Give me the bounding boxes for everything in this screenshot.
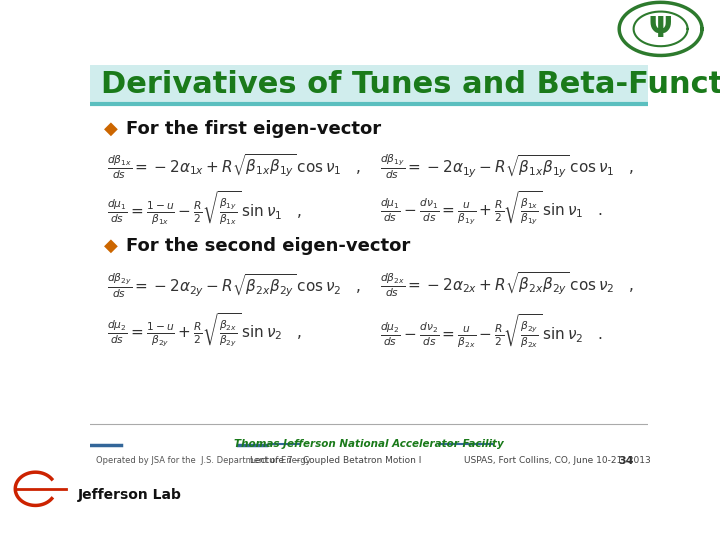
Text: $\frac{d\beta_{2x}}{ds} = -2\alpha_{2x} + R\sqrt{\beta_{2x}\beta_{2y}}\,\cos\nu_: $\frac{d\beta_{2x}}{ds} = -2\alpha_{2x} … (380, 271, 634, 299)
Text: $\frac{d\beta_{1x}}{ds} = -2\alpha_{1x} + R\sqrt{\beta_{1x}\beta_{1y}}\,\cos\nu_: $\frac{d\beta_{1x}}{ds} = -2\alpha_{1x} … (107, 152, 361, 181)
Text: Jefferson Lab: Jefferson Lab (78, 488, 181, 502)
Text: 34: 34 (618, 456, 634, 465)
Text: $\frac{d\mu_2}{ds} = \frac{1-u}{\beta_{2y}} + \frac{R}{2}\sqrt{\frac{\beta_{2x}}: $\frac{d\mu_2}{ds} = \frac{1-u}{\beta_{2… (107, 312, 302, 349)
Text: ◆: ◆ (104, 120, 118, 138)
Text: Lecture 7 – Coupled Betatron Motion I: Lecture 7 – Coupled Betatron Motion I (250, 456, 421, 465)
Text: Thomas Jefferson National Accelerator Facility: Thomas Jefferson National Accelerator Fa… (234, 439, 504, 449)
Text: $\frac{d\mu_1}{ds} - \frac{d\nu_1}{ds} = \frac{u}{\beta_{1y}} + \frac{R}{2}\sqrt: $\frac{d\mu_1}{ds} - \frac{d\nu_1}{ds} =… (380, 190, 603, 227)
Text: $\frac{d\mu_1}{ds} = \frac{1-u}{\beta_{1x}} - \frac{R}{2}\sqrt{\frac{\beta_{1y}}: $\frac{d\mu_1}{ds} = \frac{1-u}{\beta_{1… (107, 190, 302, 227)
Bar (90, 65, 648, 104)
Text: For the second eigen-vector: For the second eigen-vector (126, 237, 410, 255)
Text: Derivatives of Tunes and Beta-Functions: Derivatives of Tunes and Beta-Functions (101, 70, 720, 99)
Text: ◆: ◆ (104, 237, 118, 255)
Text: $\frac{d\mu_2}{ds} - \frac{d\nu_2}{ds} = \frac{u}{\beta_{2x}} - \frac{R}{2}\sqrt: $\frac{d\mu_2}{ds} - \frac{d\nu_2}{ds} =… (380, 312, 603, 350)
Text: For the first eigen-vector: For the first eigen-vector (126, 120, 382, 138)
Text: Ψ: Ψ (649, 15, 672, 43)
Text: Operated by JSA for the  J.S. Department of Energy: Operated by JSA for the J.S. Department … (96, 456, 310, 465)
Text: $\frac{d\beta_{1y}}{ds} = -2\alpha_{1y} - R\sqrt{\beta_{1x}\beta_{1y}}\,\cos\nu_: $\frac{d\beta_{1y}}{ds} = -2\alpha_{1y} … (380, 152, 634, 181)
Text: $\frac{d\beta_{2y}}{ds} = -2\alpha_{2y} - R\sqrt{\beta_{2x}\beta_{2y}}\,\cos\nu_: $\frac{d\beta_{2y}}{ds} = -2\alpha_{2y} … (107, 271, 361, 300)
Text: USPAS, Fort Collins, CO, June 10-21, 2013: USPAS, Fort Collins, CO, June 10-21, 201… (464, 456, 651, 465)
